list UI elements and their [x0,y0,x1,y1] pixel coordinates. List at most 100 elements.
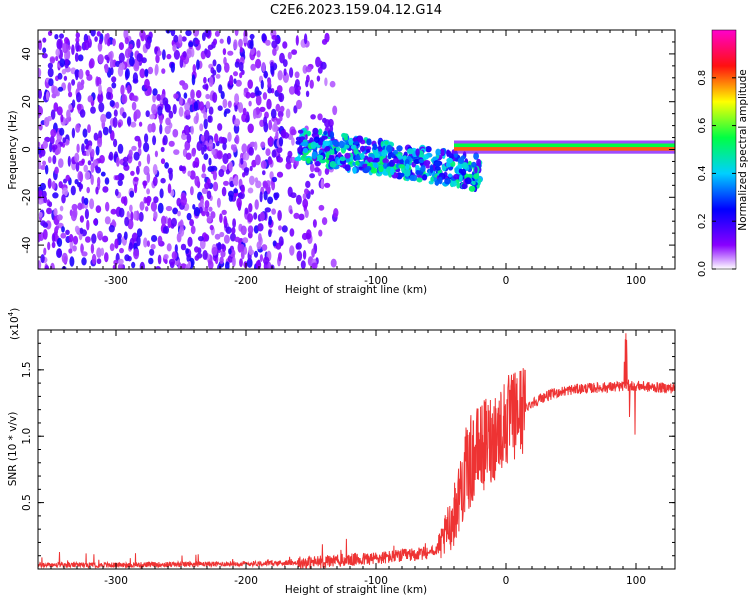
spectrogram-cell [261,244,268,251]
spectrogram-cell [165,117,171,126]
spectrogram-cell [134,109,141,119]
spectrogram-cell [163,254,169,260]
spectrogram-cell [329,155,335,160]
spectrogram-cell [71,44,75,55]
spectrogram-cell [240,158,244,165]
spectrogram-cell [59,205,64,212]
spectrogram-cell [204,200,210,209]
spectrogram-cell [260,160,267,169]
spectrogram-cell [192,204,196,210]
spectrogram-cell [297,155,301,160]
spectrogram-cell [136,228,143,238]
spectrogram-cell [448,173,453,178]
spectrogram-cell [242,172,246,178]
spectrogram-cell [100,113,107,124]
spectrogram-cell [202,84,209,90]
spectrogram-cell [112,116,118,128]
spectrogram-cell [128,242,133,250]
spectrogram-cell [255,58,262,69]
spectrogram-cell [75,123,81,133]
spectrogram-cell [260,141,266,149]
spectrogram-cell [150,243,156,250]
spectrogram-cell [221,136,226,144]
spectrogram-cell [341,133,349,138]
spectrogram-cell [65,229,70,235]
spectrogram-cell [435,166,441,171]
spectrogram-cell [390,167,395,176]
spectrogram-cell [38,146,42,155]
spectrogram-cell [51,241,56,249]
spectrogram-cell [302,250,307,260]
spectrogram-cell [245,91,251,99]
spectrogram-cell [46,207,52,215]
spectrogram-cell [155,54,160,64]
spectrogram-cell [104,63,109,74]
spectrogram-cell [237,102,244,114]
spectrogram-cell [79,109,86,118]
spectrogram-cell [124,37,129,45]
spectrogram-cell [57,86,64,92]
spectrogram-cell [152,164,158,175]
spectrogram-cell [55,90,60,97]
spectrogram-cell [167,183,172,194]
spectrogram-cell [263,190,268,201]
spectrogram-cell [370,166,375,172]
spectrogram-cell [230,232,236,242]
spectrogram-cell [208,106,214,115]
spectrogram-cell [249,165,253,172]
spectrogram-cell [76,103,82,111]
spectrogram-cell [173,49,180,60]
spectrogram-cell [126,116,132,126]
spectrogram-cell [162,97,169,106]
spectrogram-cell [95,205,102,214]
colorbar-ticks: 0.0 0.2 0.4 0.6 0.8 [697,70,736,277]
spectrogram-cell [168,110,174,119]
spectrogram-cell [366,156,374,163]
spectrogram-cell [248,146,254,156]
spectrogram-cell [69,256,75,267]
spectrogram-cell [247,123,254,134]
spectrogram-cell [127,218,134,230]
spectrogram-cell [418,158,425,163]
spectrogram-cell [187,170,192,177]
spectrogram-cell [266,98,272,110]
spectrogram-cell [242,107,247,116]
spectrogram-cell [423,160,431,166]
spectrogram-cell [195,112,199,123]
spectrogram-cell [79,171,84,183]
spectrogram-cell [165,205,173,212]
spectrogram-xlabel: Height of straight line (km) [285,284,427,296]
spectrogram-cell [270,65,275,75]
spectrogram-cell [111,82,117,89]
spectrogram-cell [93,218,98,226]
spectrogram-cell [303,33,308,45]
spectrogram-cell [124,254,130,262]
spectrogram-cell [193,206,201,217]
spectrogram-cell [90,30,96,37]
spectrogram-cell [139,201,145,211]
spectrogram-cell [271,176,278,183]
spectrogram-cell [108,151,114,161]
spectrogram-cell [301,141,309,147]
spectrogram-cell [276,171,284,178]
spectrogram-cell [183,125,190,136]
spectrogram-cell [65,174,71,182]
spectrogram-cell [187,236,193,247]
spectrogram-cell [114,188,119,197]
spectrogram-cell [225,226,232,234]
spectrogram-cell [321,38,328,45]
spectrogram-cell [117,143,124,154]
spectrogram-cell [229,74,234,86]
spectrogram-cell [221,209,227,215]
spectrogram-cell [241,143,248,154]
spectrogram-cell [42,229,48,240]
spectrogram-cell [161,215,167,226]
spectrogram-cell [289,209,293,215]
spectrogram-cell [271,149,277,158]
spectrogram-cell [139,261,145,269]
spectrogram-cell [258,233,262,243]
spectrogram-cell [48,78,54,87]
spectrogram-cell [131,145,137,151]
spectrogram-cell [38,67,42,78]
spectrogram-cell [166,243,172,252]
